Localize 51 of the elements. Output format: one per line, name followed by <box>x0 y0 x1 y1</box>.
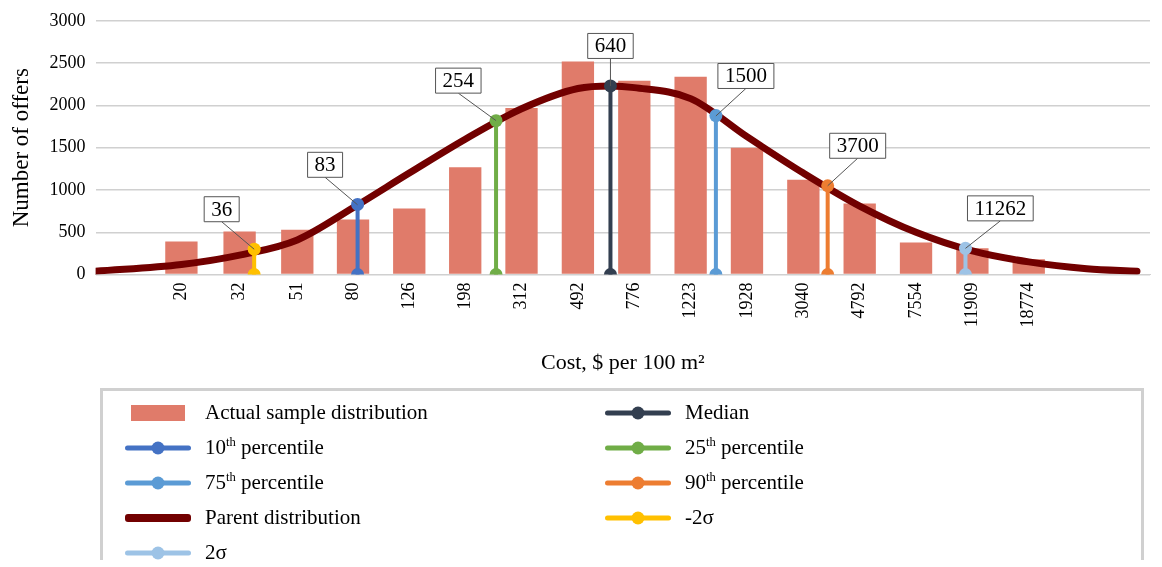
x-tick-label: 312 <box>510 282 531 310</box>
bar <box>618 80 651 274</box>
x-tick-label: 20 <box>170 282 191 301</box>
y-tick-label: 0 <box>76 263 86 284</box>
x-tick-label: 32 <box>228 282 249 301</box>
annotation: 83 <box>314 152 336 177</box>
x-tick-label: 1928 <box>735 282 756 319</box>
legend-label: 10$^{th}$ percentile <box>205 435 324 460</box>
annotation: 3700 <box>836 133 879 158</box>
y-tick-label: 1500 <box>49 136 86 157</box>
x-tick-label: 11909 <box>961 282 982 327</box>
y-tick-label: 2000 <box>49 94 86 115</box>
y-axis-title: Number of offers <box>7 68 33 228</box>
x-tick-label: 1223 <box>679 282 700 319</box>
annotation: 640 <box>594 33 627 58</box>
x-tick-label: 126 <box>398 282 418 310</box>
bar <box>730 147 764 274</box>
legend-label: 75$^{th}$ percentile <box>205 470 324 495</box>
annotation: 254 <box>442 68 475 93</box>
bar <box>505 107 538 274</box>
bar <box>561 61 595 274</box>
x-tick-label: 51 <box>286 282 307 301</box>
annotation: 36 <box>211 196 233 221</box>
annotation: 11262 <box>974 195 1027 220</box>
y-tick-label: 1000 <box>49 178 86 199</box>
legend-label: Median <box>685 400 750 425</box>
legend-label: 90$^{th}$ percentile <box>685 470 804 495</box>
x-tick-label: 7554 <box>904 282 925 319</box>
y-tick-label: 3000 <box>49 9 86 30</box>
legend-label: 25$^{th}$ percentile <box>685 435 804 460</box>
x-tick-label: 80 <box>341 282 362 301</box>
y-tick-label: 2500 <box>49 51 86 72</box>
legend-label: Parent distribution <box>205 505 361 530</box>
bar <box>787 179 820 274</box>
x-tick-label: 4792 <box>848 282 869 319</box>
legend-label: 2σ <box>205 540 227 565</box>
bar <box>449 167 482 274</box>
x-tick-label: 18774 <box>1017 282 1038 328</box>
bar <box>843 203 876 274</box>
bar <box>674 76 707 274</box>
x-tick-label: 492 <box>566 282 587 310</box>
legend-label: Actual sample distribution <box>205 400 428 425</box>
x-tick-label: 198 <box>453 282 474 310</box>
x-axis-title: Cost, $ per 100 m² <box>540 348 706 374</box>
bar <box>393 208 426 274</box>
bar <box>899 242 933 274</box>
annotation: 1500 <box>724 63 767 88</box>
x-tick-label: 776 <box>623 282 644 310</box>
y-tick-label: 500 <box>58 221 86 242</box>
x-tick-label: 3040 <box>792 282 813 319</box>
legend-label: -2σ <box>685 505 714 530</box>
